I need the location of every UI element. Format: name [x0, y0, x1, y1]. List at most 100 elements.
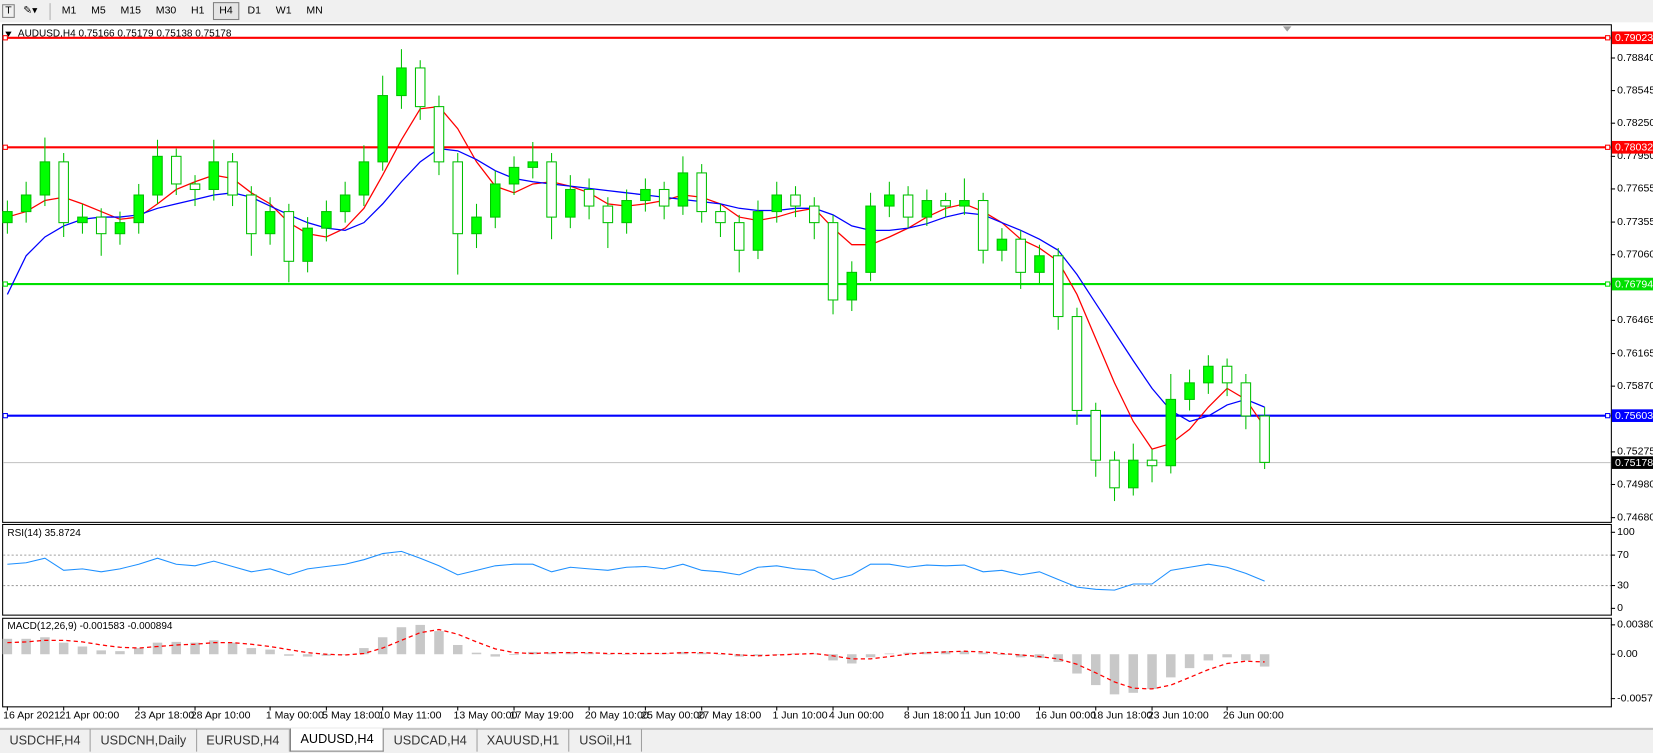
- x-tick-label: 28 Apr 10:00: [191, 710, 251, 722]
- timeframe-button[interactable]: D1: [247, 5, 262, 17]
- histogram-bar: [903, 652, 913, 655]
- macd-panel-frame: [2, 617, 1612, 708]
- histogram-bar: [2, 638, 13, 655]
- candle-body-down: [1259, 415, 1270, 463]
- y-tick-label: 0.00: [1617, 648, 1638, 660]
- tool-icon[interactable]: T: [2, 4, 15, 18]
- candle-body-down: [1109, 459, 1120, 489]
- level-label-box: [1611, 140, 1653, 154]
- histogram-bar: [621, 654, 632, 655]
- chart-shift-marker: [1282, 26, 1292, 32]
- x-tick-label: 13 May 00:00: [454, 710, 518, 722]
- candle-body-down: [246, 194, 257, 235]
- histogram-bar: [302, 654, 313, 657]
- timeframe-button[interactable]: M5: [91, 5, 106, 17]
- x-tick-label: 4 Jun 00:00: [829, 710, 884, 722]
- chart-tab[interactable]: USDCAD,H4: [384, 729, 478, 752]
- candle-body-up: [321, 211, 332, 229]
- candle-body-up: [396, 67, 407, 97]
- chart-tab[interactable]: XAUUSD,H1: [477, 729, 570, 752]
- timeframe-button[interactable]: H4: [212, 2, 240, 21]
- candle-body-up: [1165, 398, 1177, 467]
- indicator-line: [7, 550, 1265, 591]
- y-tick-label: 0.76465: [1617, 314, 1653, 326]
- chart-tab[interactable]: USOil,H1: [570, 729, 643, 752]
- x-tick-label: 10 May 11:00: [378, 710, 441, 722]
- candle-body-up: [471, 216, 482, 235]
- level-label: 0.75178: [1615, 457, 1653, 469]
- candle-body-up: [114, 222, 126, 235]
- histogram-bar: [997, 654, 1007, 656]
- level-label: 0.75603: [1615, 410, 1653, 422]
- candle-body-up: [358, 161, 370, 196]
- chart-tab[interactable]: AUDUSD,H4: [289, 728, 385, 752]
- x-tick-label: 26 Jun 00:00: [1223, 710, 1284, 722]
- x-tick-label: 20 May 10:00: [585, 710, 649, 722]
- candle-body-up: [1128, 459, 1139, 489]
- candle-body-up: [508, 166, 520, 185]
- candle-body-down: [1146, 459, 1158, 467]
- candle-body-up: [377, 95, 388, 163]
- x-tick-label: 1 Jun 10:00: [773, 710, 828, 722]
- candle-body-up: [884, 194, 895, 207]
- histogram-bar: [678, 651, 688, 655]
- candle-body-down: [1015, 238, 1026, 273]
- timeframe-button[interactable]: M30: [155, 5, 177, 17]
- histogram-bar: [190, 642, 200, 655]
- candle-body-up: [133, 194, 145, 224]
- histogram-bar: [434, 631, 444, 655]
- histogram-bar: [340, 654, 350, 655]
- timeframe-button[interactable]: W1: [275, 5, 292, 17]
- histogram-bar: [884, 653, 895, 655]
- candle-body-down: [170, 155, 182, 185]
- candle-body-up: [527, 161, 539, 168]
- tool-icon[interactable]: ✎▾: [23, 5, 38, 17]
- symbol-menu-icon[interactable]: [5, 31, 12, 37]
- candle-body-down: [95, 216, 107, 235]
- candle-body-up: [640, 188, 651, 202]
- histogram-bar: [1203, 654, 1214, 661]
- timeframe-button[interactable]: M1: [61, 5, 77, 17]
- timeframe-button[interactable]: M15: [120, 5, 142, 17]
- level-handle: [1605, 281, 1611, 287]
- candle-body-down: [658, 188, 670, 207]
- chart-tab[interactable]: USDCHF,H4: [0, 729, 92, 752]
- level-label-box: [1611, 31, 1653, 45]
- candle-body-down: [452, 161, 464, 235]
- candle-body-up: [846, 271, 858, 301]
- candle-body-up: [208, 161, 220, 191]
- candle-body-up: [1203, 365, 1214, 384]
- candle-body-up: [1034, 255, 1045, 273]
- histogram-bar: [452, 644, 463, 655]
- histogram-bar: [1053, 654, 1063, 662]
- histogram-bar: [133, 648, 144, 655]
- histogram-bar: [640, 653, 651, 655]
- candle-body-down: [1221, 365, 1233, 384]
- histogram-bar: [546, 652, 557, 655]
- timeframe-button[interactable]: H1: [191, 5, 205, 17]
- histogram-bar: [40, 637, 50, 655]
- histogram-bar: [246, 648, 257, 655]
- y-tick-label: -0.005757: [1617, 692, 1653, 704]
- y-tick-label: 0.78545: [1617, 84, 1653, 96]
- level-handle: [2, 281, 8, 287]
- candle-body-down: [977, 200, 989, 251]
- candle-body-up: [339, 194, 351, 213]
- timeframe-button[interactable]: MN: [306, 5, 323, 17]
- histogram-bar: [96, 650, 106, 655]
- histogram-bar: [1259, 654, 1270, 667]
- histogram-bar: [865, 654, 876, 658]
- y-tick-label: 0.74680: [1617, 511, 1653, 523]
- histogram-bar: [1241, 654, 1251, 661]
- chart-tab[interactable]: USDCNH,Daily: [91, 729, 197, 752]
- histogram-bar: [509, 654, 519, 656]
- candle-body-up: [20, 194, 32, 213]
- level-label: 0.76794: [1615, 278, 1653, 290]
- x-tick-label: 1 May 00:00: [266, 710, 324, 722]
- candle-body-down: [602, 205, 614, 224]
- candle-body-up: [996, 238, 1008, 251]
- chart-tab[interactable]: EURUSD,H4: [197, 729, 290, 752]
- histogram-bar: [1222, 654, 1232, 658]
- candle-body-down: [1052, 255, 1064, 318]
